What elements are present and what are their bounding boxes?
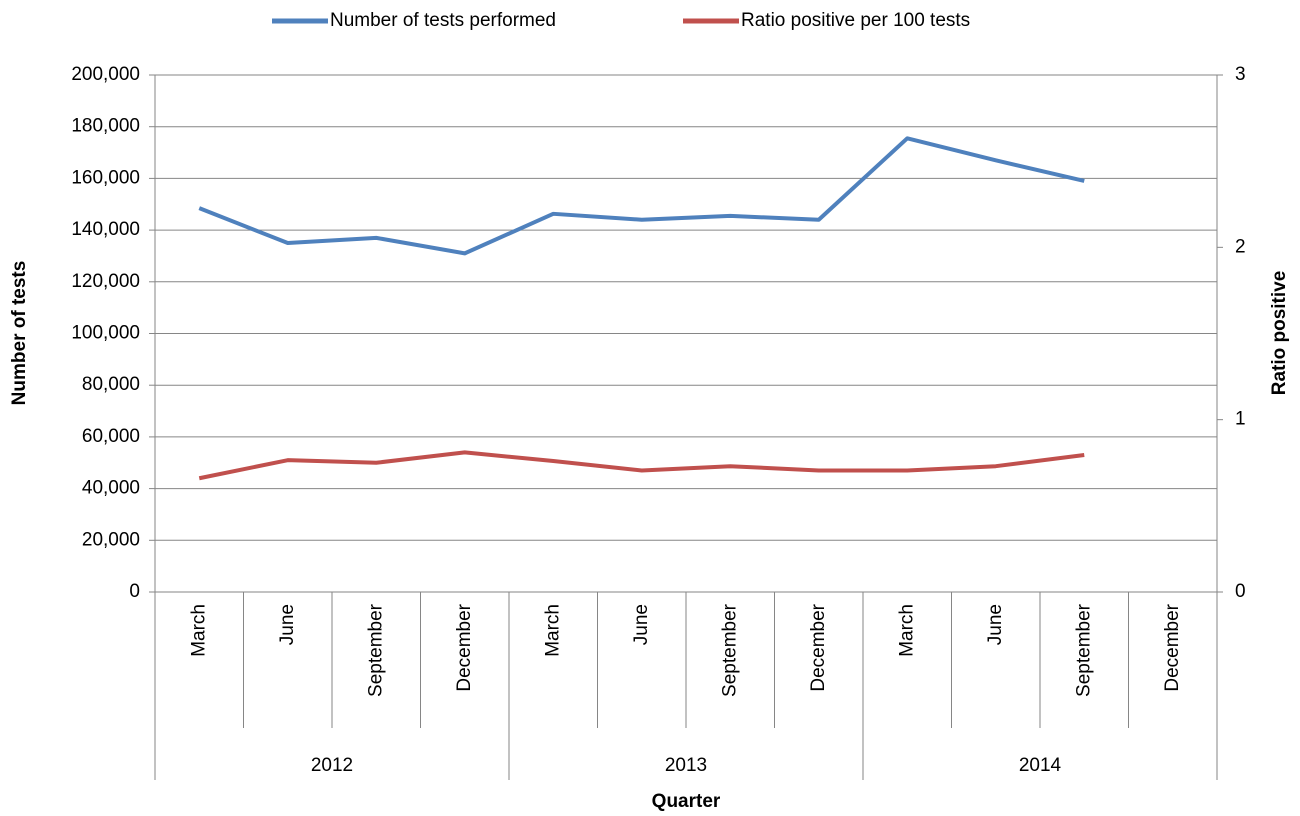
series-line xyxy=(198,136,1085,256)
x-tick-label: December xyxy=(454,603,475,691)
y-tick-label: 80,000 xyxy=(82,374,140,395)
y-axis-title: Number of tests xyxy=(9,261,30,406)
y-tick-label: 0 xyxy=(129,581,140,602)
x-tick-label: June xyxy=(277,604,298,645)
year-label: 2014 xyxy=(1019,755,1062,776)
legend-label: Number of tests performed xyxy=(330,10,556,31)
x-tick-label: September xyxy=(1073,603,1094,697)
y-tick-label: 160,000 xyxy=(71,167,140,188)
x-tick-label: September xyxy=(365,603,386,697)
y2-tick-label: 3 xyxy=(1235,64,1246,85)
y-tick-label: 200,000 xyxy=(71,64,140,85)
year-label: 2012 xyxy=(311,755,353,776)
y-tick-label: 40,000 xyxy=(82,478,140,499)
x-tick-label: March xyxy=(896,604,917,657)
legend-label: Ratio positive per 100 tests xyxy=(741,10,970,31)
y-tick-label: 180,000 xyxy=(71,116,140,137)
y-tick-label: 60,000 xyxy=(82,426,140,447)
y-tick-label: 120,000 xyxy=(71,271,140,292)
x-tick-label: December xyxy=(808,603,829,691)
y-tick-label: 140,000 xyxy=(71,219,140,240)
y2-tick-label: 1 xyxy=(1235,409,1246,430)
x-tick-label: March xyxy=(188,604,209,657)
y2-tick-label: 0 xyxy=(1235,581,1246,602)
x-tick-label: June xyxy=(985,604,1006,645)
year-label: 2013 xyxy=(665,755,707,776)
x-tick-label: June xyxy=(631,604,652,645)
x-tick-label: March xyxy=(542,604,563,657)
x-axis-title: Quarter xyxy=(652,791,721,812)
y2-axis-title: Ratio positive xyxy=(1269,271,1290,396)
y-tick-label: 20,000 xyxy=(82,529,140,550)
x-tick-label: December xyxy=(1162,603,1183,691)
y-tick-label: 100,000 xyxy=(71,323,140,344)
series-line xyxy=(198,450,1085,481)
x-tick-label: September xyxy=(719,603,740,697)
y2-tick-label: 2 xyxy=(1235,236,1246,257)
